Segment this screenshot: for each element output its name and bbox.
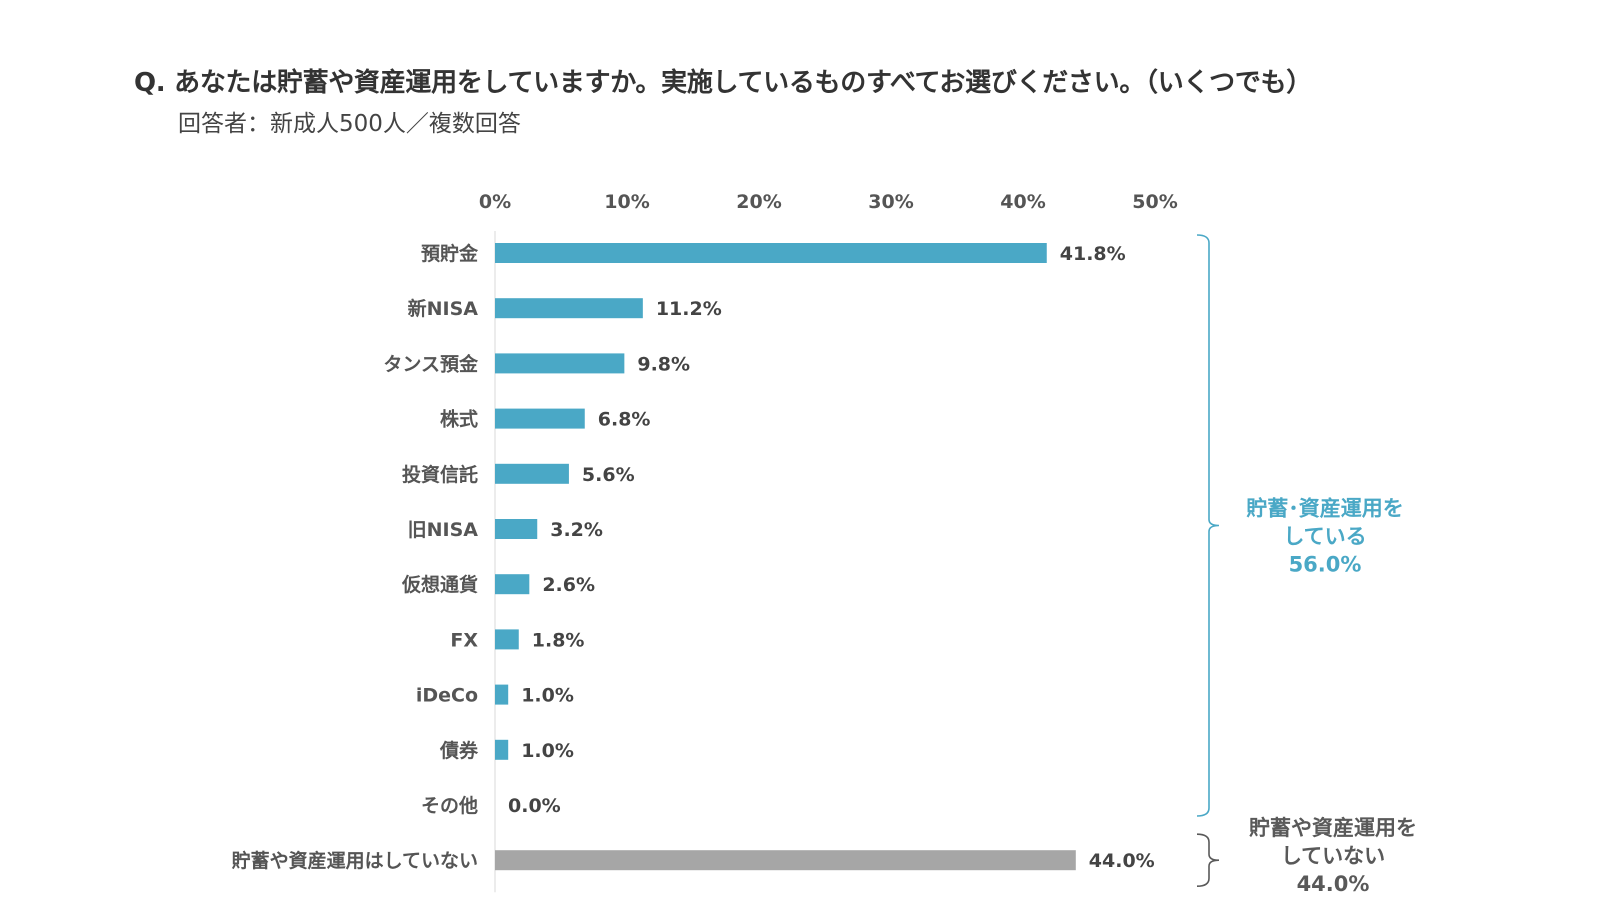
group-label: 56.0%	[1289, 553, 1362, 577]
data-label: 5.6%	[582, 464, 635, 486]
category-label: タンス預金	[383, 352, 479, 375]
x-tick-label: 10%	[604, 191, 649, 213]
data-label: 41.8%	[1060, 243, 1126, 265]
question-title: Q. あなたは貯蓄や資産運用をしていますか。実施しているものすべてお選びください…	[134, 68, 1312, 98]
category-label: iDeCo	[416, 685, 478, 707]
group-bracket	[1196, 833, 1220, 887]
bar	[495, 243, 1047, 263]
group-label: している	[1283, 525, 1366, 549]
category-label: その他	[421, 794, 478, 817]
group-label: していない	[1281, 844, 1385, 868]
bar	[495, 519, 538, 539]
group-label: 44.0%	[1297, 872, 1370, 896]
x-tick-label: 50%	[1132, 191, 1177, 213]
category-label: 株式	[440, 408, 478, 431]
category-label: 新NISA	[408, 297, 479, 320]
bar-none	[495, 850, 1076, 871]
category-label: 仮想通貨	[401, 573, 478, 596]
bar	[495, 463, 569, 484]
category-label: 旧NISA	[408, 519, 479, 541]
bar	[495, 298, 643, 319]
group-label: 貯蓄や資産運用を	[1249, 816, 1417, 840]
category-label: 債券	[439, 739, 479, 762]
data-label: 3.2%	[550, 519, 603, 541]
category-label: 貯蓄や資産運用はしていない	[232, 849, 478, 872]
data-label: 1.0%	[521, 685, 574, 707]
data-label: 2.6%	[542, 574, 595, 596]
bar	[495, 739, 509, 760]
data-label: 0.0%	[508, 795, 561, 817]
data-label: 1.0%	[521, 740, 574, 762]
x-tick-label: 20%	[736, 191, 781, 213]
bar	[495, 353, 625, 374]
x-tick-label: 30%	[868, 191, 913, 213]
x-tick-label: 40%	[1000, 191, 1045, 213]
data-label: 11.2%	[656, 298, 722, 320]
category-label: 投資信託	[402, 463, 478, 486]
data-label: 44.0%	[1089, 850, 1155, 872]
bars: 預貯金 41.8% 新NISA 11.2% タンス預金 9.8% 株式 6.8% 投資信託 5.6…	[232, 242, 1155, 872]
bar	[495, 684, 509, 705]
question-subtitle: 回答者：新成人500人／複数回答	[178, 111, 521, 137]
bar	[495, 408, 585, 429]
x-tick-label: 0%	[479, 191, 511, 213]
data-label: 1.8%	[532, 629, 585, 651]
data-label: 6.8%	[598, 409, 651, 431]
category-label: FX	[450, 629, 478, 651]
group-bracket	[1196, 234, 1220, 817]
category-label: 預貯金	[421, 242, 479, 265]
bar	[495, 574, 530, 595]
data-label: 9.8%	[637, 353, 690, 375]
group-label: 貯蓄･資産運用を	[1246, 497, 1404, 521]
bar	[495, 629, 519, 650]
x-axis-ticks: 0% 10% 20% 30% 40% 50%	[479, 191, 1178, 213]
